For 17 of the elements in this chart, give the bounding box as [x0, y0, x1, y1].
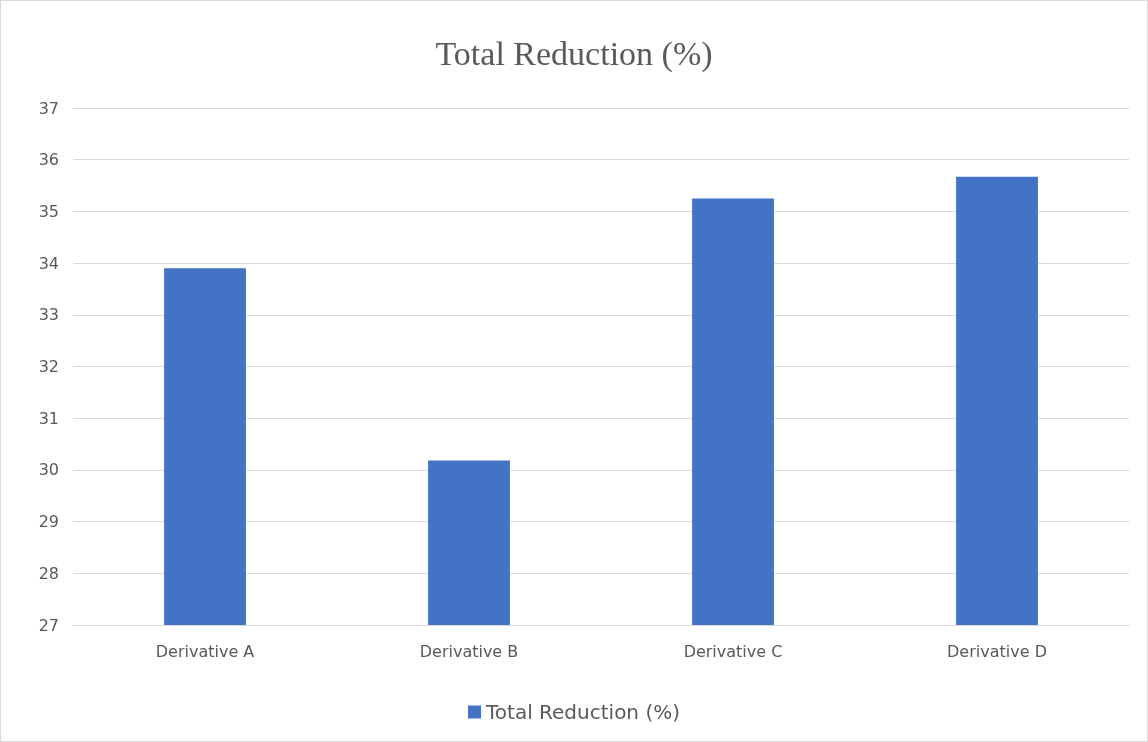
y-tick-label: 27	[38, 615, 59, 635]
x-tick-label: Derivative C	[683, 641, 783, 661]
y-tick-label: 28	[38, 563, 59, 583]
y-tick-label: 36	[38, 150, 59, 170]
y-tick-label: 34	[38, 253, 59, 273]
y-tick-label: 37	[38, 98, 59, 118]
y-tick-label: 31	[38, 408, 59, 428]
y-tick-label: 32	[38, 357, 59, 376]
y-tick-label: 35	[38, 201, 59, 221]
x-tick-label: Derivative D	[947, 641, 1047, 661]
y-tick-label: 29	[38, 512, 59, 532]
x-tick-label: Derivative B	[419, 641, 519, 661]
y-tick-label: 30	[38, 460, 59, 480]
x-tick-label: Derivative A	[155, 641, 255, 661]
legend-label: Total Reduction (%)	[484, 700, 681, 724]
chart-title: Total Reduction (%)	[435, 34, 713, 73]
y-tick-label: 33	[38, 305, 59, 325]
